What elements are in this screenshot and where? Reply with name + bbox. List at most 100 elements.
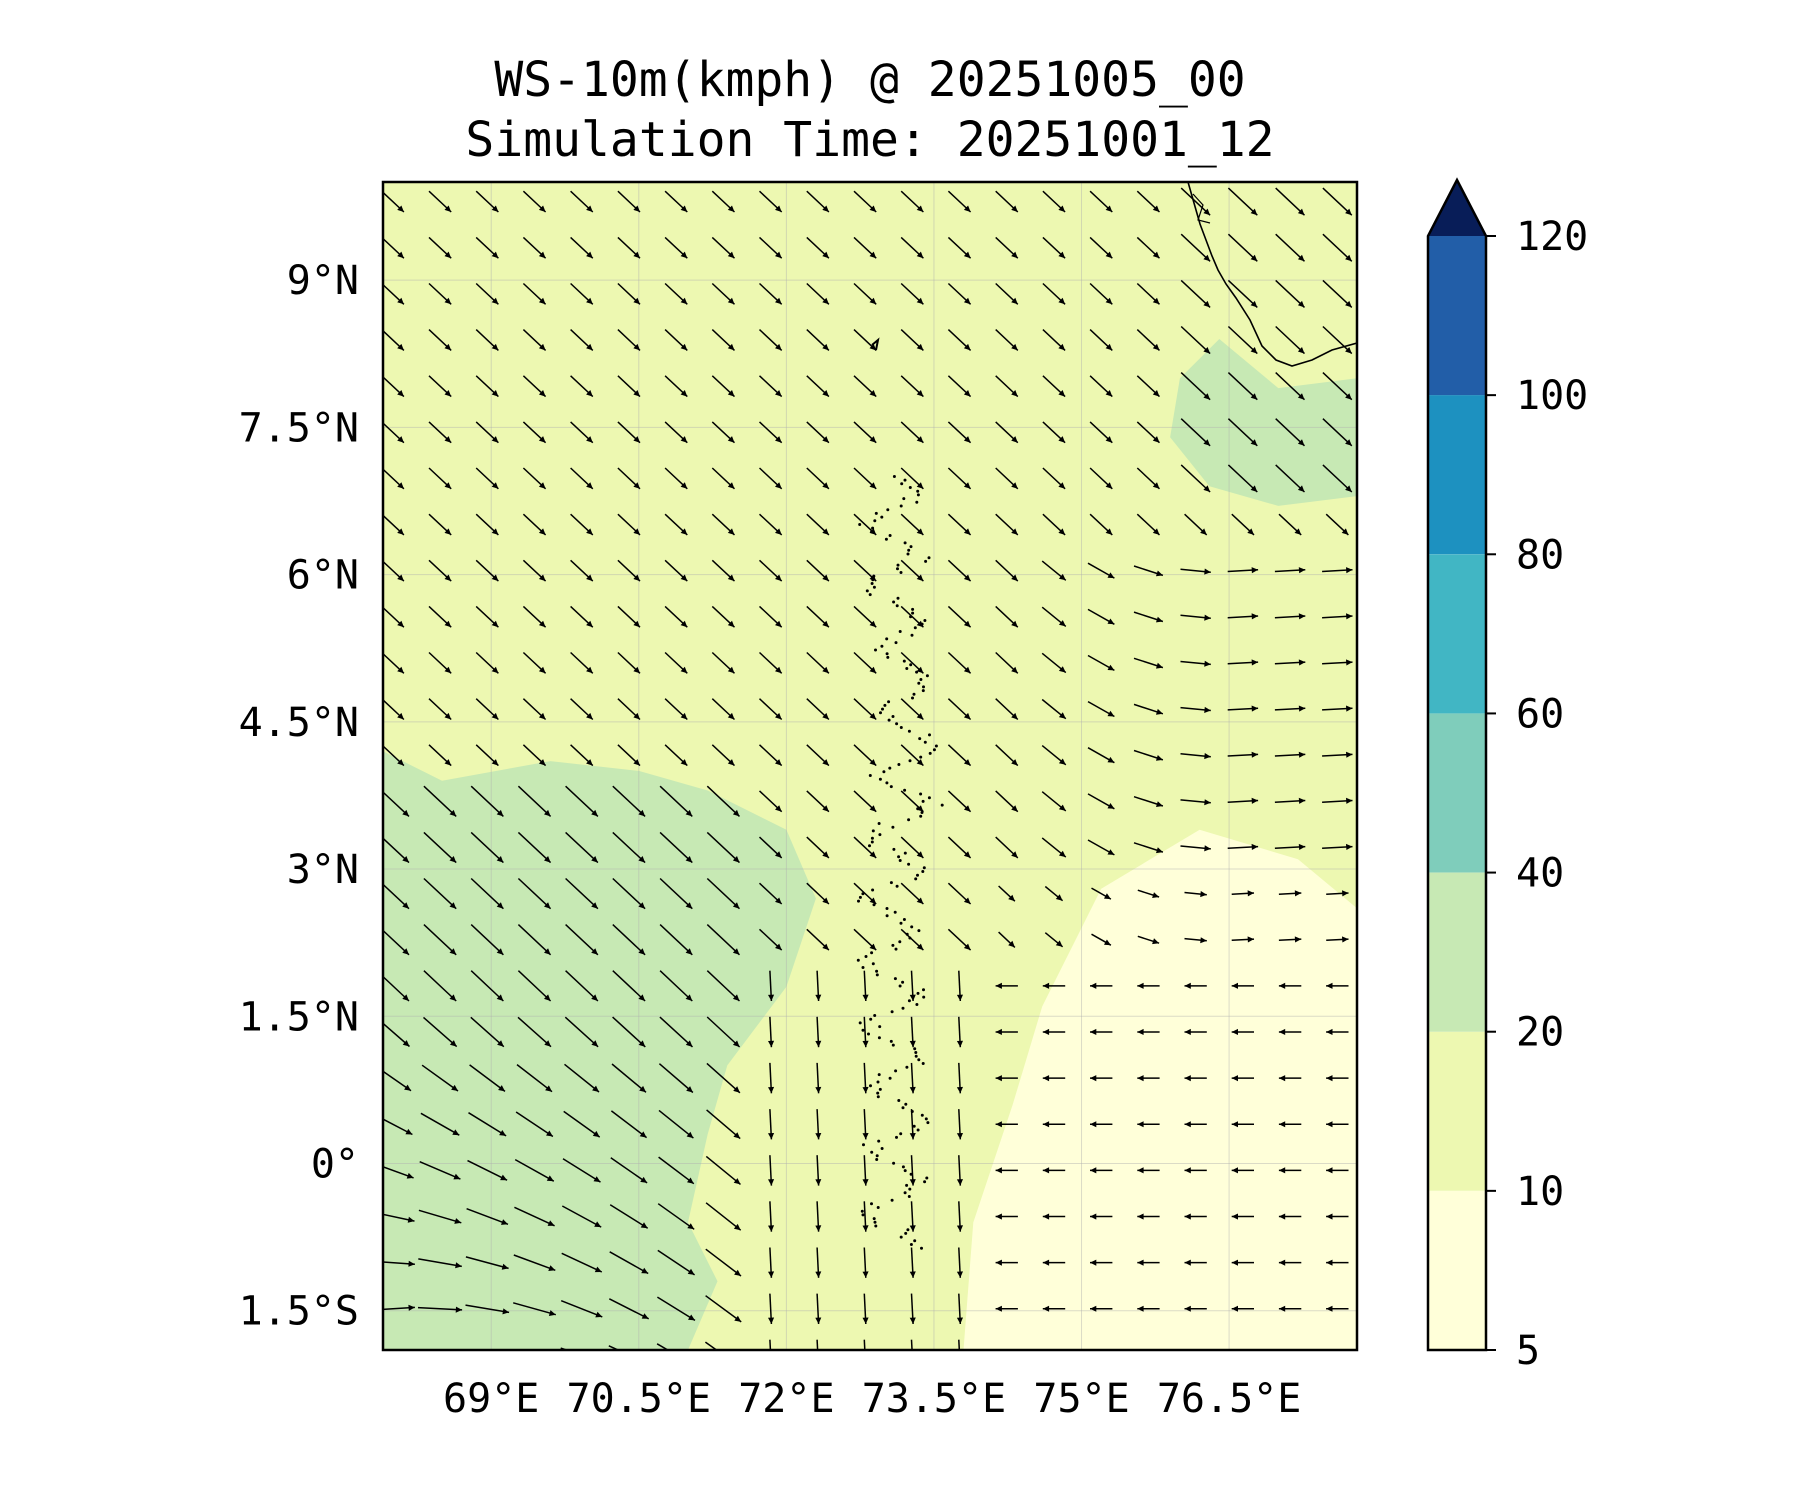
island-dot <box>924 559 928 563</box>
wind-vector <box>909 1109 916 1140</box>
wind-vector <box>1185 1352 1207 1358</box>
island-dot <box>899 1235 903 1239</box>
lon-tick-label: 70.5°E <box>567 1376 712 1422</box>
wind-vector <box>383 375 405 398</box>
wind-vector <box>711 375 736 398</box>
wind-vector <box>423 1016 458 1048</box>
wind-vector <box>947 698 972 721</box>
island-dot <box>870 836 874 840</box>
wind-vector <box>947 190 972 213</box>
island-dot <box>913 1047 917 1051</box>
wind-vector <box>1042 1075 1066 1082</box>
island-dot <box>897 763 901 766</box>
wind-vector <box>609 1251 649 1275</box>
wind-vector <box>1137 1352 1159 1358</box>
island-dot <box>921 799 925 803</box>
wind-vector <box>610 1110 648 1139</box>
wind-vector <box>1322 843 1353 850</box>
wind-vector <box>664 605 688 628</box>
wind-vector <box>705 1248 742 1277</box>
wind-vector <box>1133 842 1164 854</box>
wind-vector <box>1326 1075 1349 1082</box>
wind-vector <box>617 421 641 444</box>
wind-vector <box>956 1062 963 1094</box>
island-dot <box>873 1014 877 1017</box>
wind-vector <box>1042 190 1066 213</box>
wind-vector <box>522 190 547 213</box>
island-dot <box>882 770 886 774</box>
island-dot <box>906 552 910 556</box>
colorbar: 5 10 20 40 60 80 100 120 <box>1426 177 1588 1374</box>
colorbar-label: 100 <box>1516 373 1588 419</box>
wind-vector <box>711 744 736 767</box>
wind-vector <box>1090 1167 1113 1174</box>
island-dot <box>895 884 899 888</box>
wind-vector <box>420 1112 460 1136</box>
wind-vector <box>1278 982 1302 989</box>
wind-vector <box>428 651 452 674</box>
island-dot <box>886 655 890 659</box>
wind-vector <box>862 1247 869 1278</box>
wind-vector <box>1326 1028 1349 1035</box>
wind-vector <box>1275 418 1306 447</box>
wind-vector <box>1278 1167 1302 1174</box>
wind-vector <box>947 513 972 536</box>
island-dot <box>891 825 895 829</box>
wind-vector <box>853 190 877 213</box>
wind-vector <box>1184 1167 1207 1174</box>
wind-vector <box>758 190 783 213</box>
wind-vector <box>995 1121 1018 1128</box>
colorbar-extend-arrow <box>1428 180 1486 236</box>
wind-vector <box>659 970 693 1002</box>
wind-vector <box>1275 187 1306 216</box>
wind-vector <box>1180 325 1211 355</box>
wind-vector <box>470 924 504 956</box>
wind-vector <box>900 559 924 582</box>
wind-vector <box>711 651 736 674</box>
island-dot <box>885 652 889 656</box>
wind-vector <box>1326 1121 1349 1128</box>
wind-vector <box>475 282 499 305</box>
wind-vector <box>947 467 972 490</box>
wind-vector <box>947 282 972 305</box>
wind-vector <box>1227 613 1259 620</box>
wind-vector <box>517 970 552 1002</box>
wind-vector <box>1322 705 1353 712</box>
wind-vector <box>1042 1028 1066 1035</box>
wind-vector <box>609 1204 649 1229</box>
wind-vector <box>996 1352 1018 1358</box>
island-dot <box>889 785 893 789</box>
wind-vector <box>418 1351 462 1357</box>
wind-vector <box>564 1016 599 1048</box>
wind-vector <box>610 1157 648 1184</box>
wind-vector <box>659 1016 694 1048</box>
wind-vector <box>423 785 457 817</box>
wind-vector <box>768 1201 775 1232</box>
wind-vector <box>617 698 641 721</box>
island-dot <box>870 840 874 844</box>
wind-vector <box>617 744 641 767</box>
wind-vector <box>1275 233 1306 262</box>
island-dot <box>923 619 927 622</box>
wind-vector <box>995 559 1019 582</box>
wind-vector <box>421 1064 459 1092</box>
wind-vector <box>862 1016 869 1048</box>
wind-vector <box>909 1247 916 1278</box>
wind-vector <box>1180 464 1211 493</box>
wind-vector <box>995 375 1019 398</box>
wind-vector <box>383 929 410 956</box>
wind-vector <box>1180 799 1211 806</box>
wind-vector <box>383 1118 413 1136</box>
wind-vector <box>475 744 499 767</box>
wind-vector <box>664 190 688 213</box>
wind-vector <box>1089 421 1113 444</box>
wind-vector <box>1180 660 1211 667</box>
island-dot <box>909 1243 913 1246</box>
wind-vector <box>475 329 499 351</box>
island-dot <box>922 988 925 992</box>
wind-vector <box>758 928 783 951</box>
colorbar-outline <box>1426 177 1488 1352</box>
wind-vector <box>1091 887 1112 900</box>
wind-vector <box>758 836 783 859</box>
wind-vector <box>522 513 547 536</box>
